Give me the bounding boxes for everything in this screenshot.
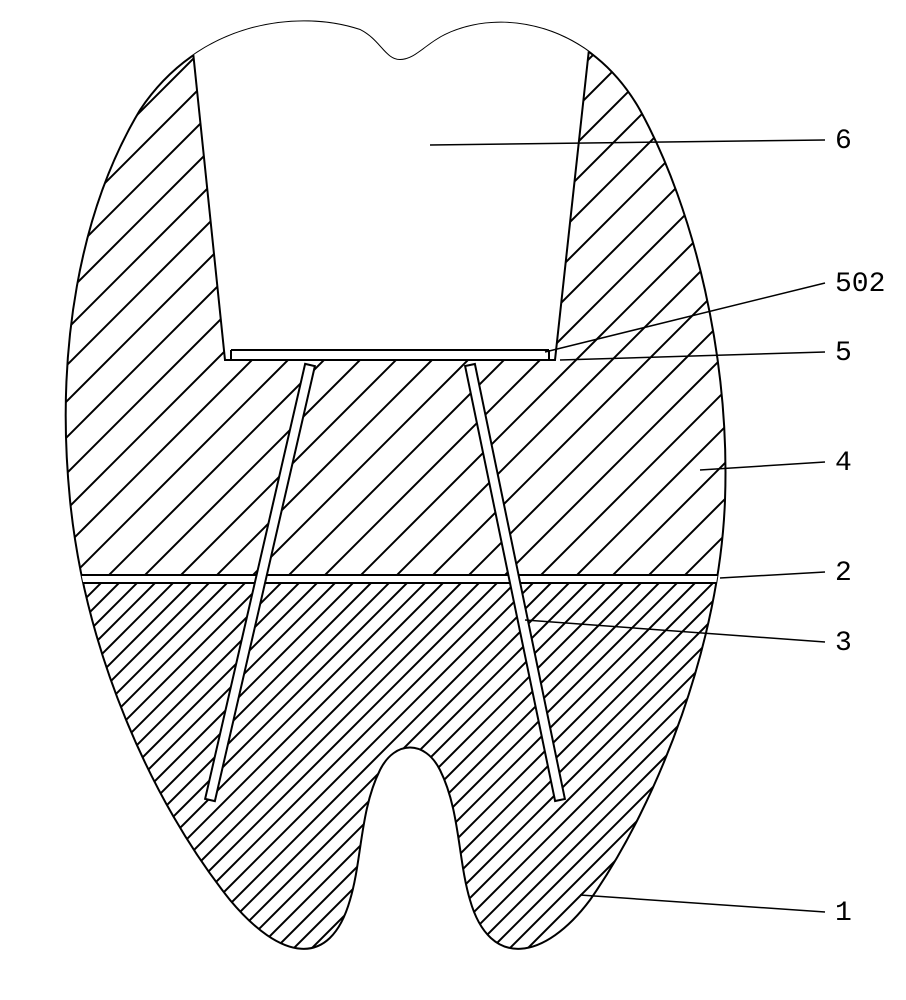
horizontal-divider <box>0 575 906 583</box>
label-502: 502 <box>835 269 885 300</box>
cavity-region <box>192 0 590 360</box>
label-6: 6 <box>835 126 852 157</box>
label-1: 1 <box>835 898 852 929</box>
label-4: 4 <box>835 448 852 479</box>
label-2: 2 <box>835 558 852 589</box>
label-3: 3 <box>835 628 852 659</box>
label-5: 5 <box>835 338 852 369</box>
tooth-diagram: 6 502 5 4 2 3 1 <box>0 0 906 1000</box>
